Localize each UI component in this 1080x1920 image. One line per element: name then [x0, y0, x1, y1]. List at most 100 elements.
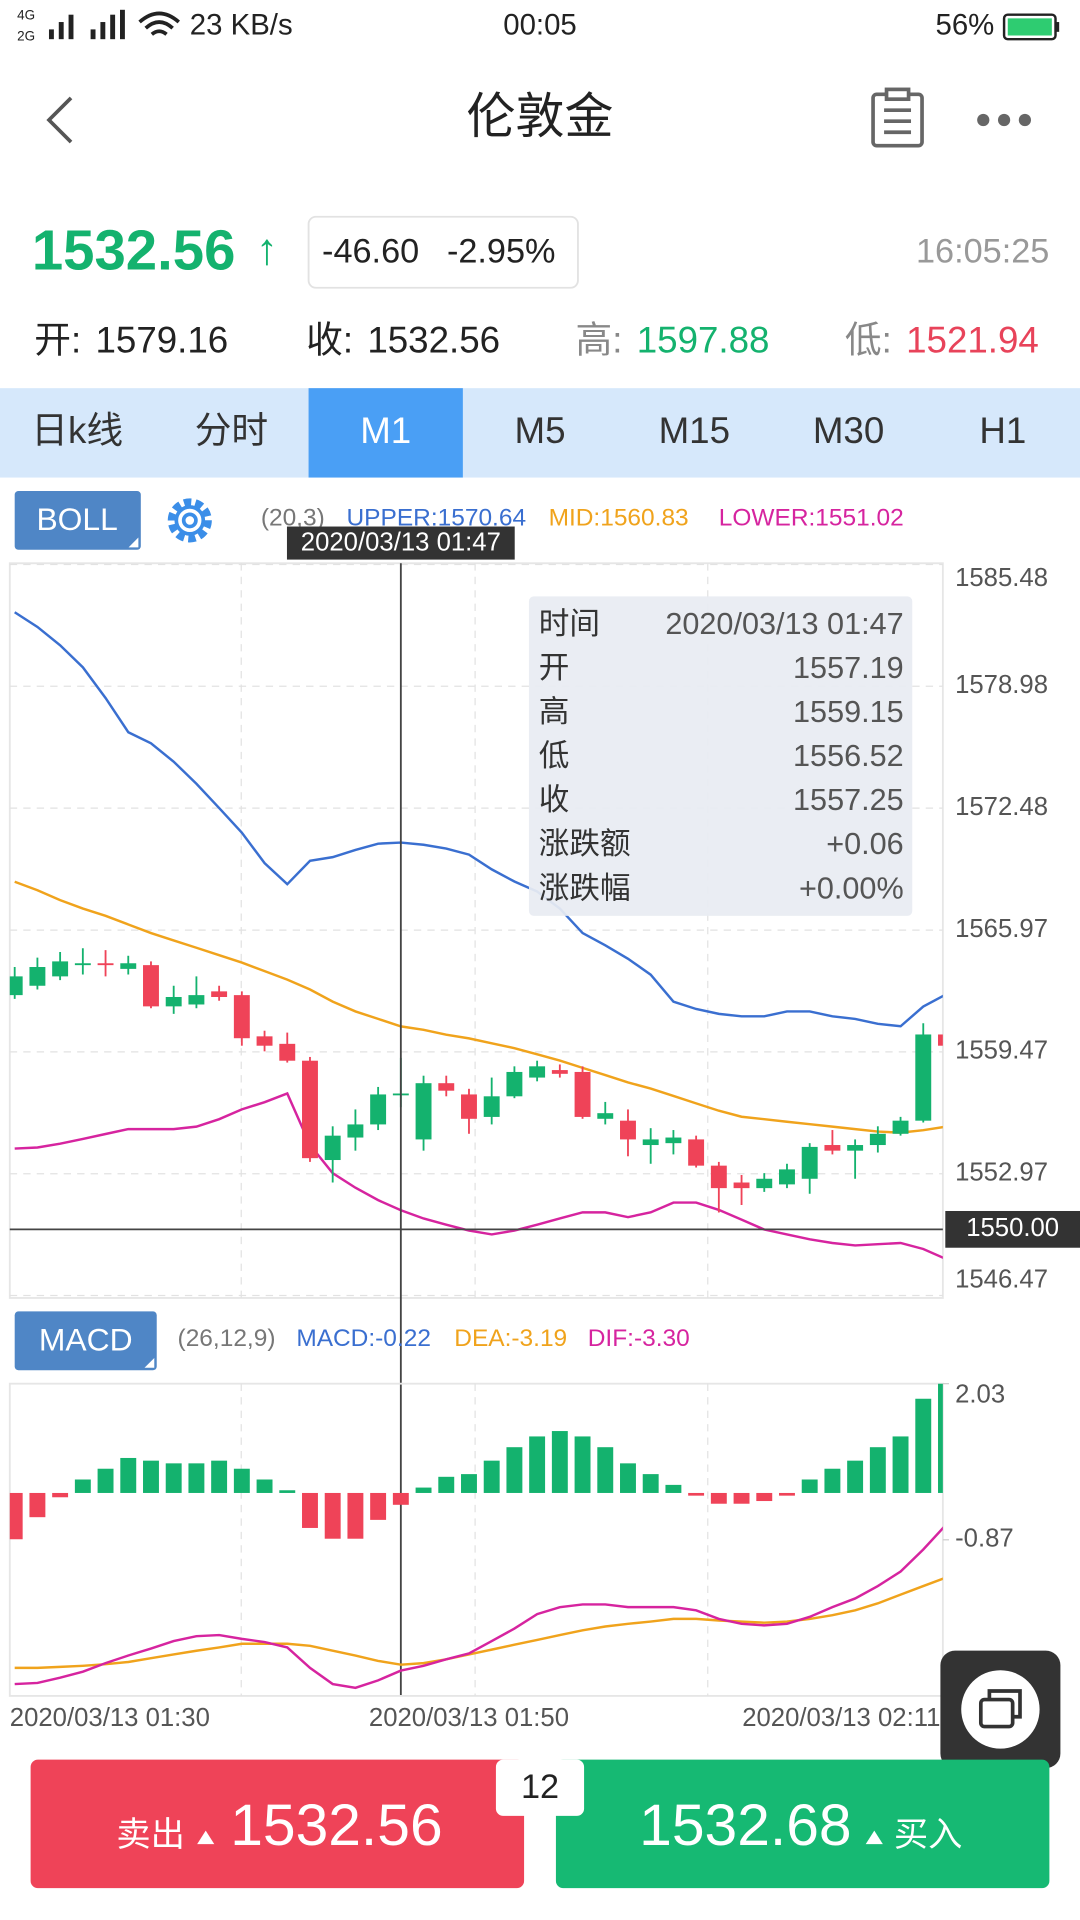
candle-body — [302, 1060, 318, 1159]
candle-body — [847, 1145, 864, 1151]
macd-line — [14, 1526, 943, 1690]
tab[interactable]: M1 — [360, 410, 411, 451]
stat-value: 1579.16 — [96, 320, 229, 361]
tab[interactable]: M5 — [514, 410, 565, 451]
tab[interactable]: H1 — [979, 410, 1026, 451]
tab[interactable]: 日k线 — [31, 410, 123, 451]
macd-name: MACD — [39, 1321, 133, 1357]
macd-line — [14, 1577, 943, 1670]
candle-body — [892, 1120, 909, 1134]
buy-triangle — [865, 1830, 883, 1845]
spread-box — [495, 1759, 585, 1816]
back-button[interactable] — [46, 96, 73, 144]
macd-bar — [52, 1492, 69, 1498]
y-tick-label: 1578.98 — [955, 671, 1048, 699]
macd-bar — [97, 1468, 114, 1493]
candle-body — [801, 1146, 818, 1179]
macd-bar — [574, 1436, 591, 1493]
note-button[interactable] — [871, 87, 924, 148]
network: 4G — [17, 7, 35, 22]
tooltip-label: 收 — [539, 783, 570, 817]
tooltip-label: 高 — [539, 695, 570, 729]
candle-body — [9, 976, 23, 996]
y-tick-label: 1565.97 — [955, 915, 1048, 943]
macd-bar — [710, 1492, 727, 1504]
macd-bar — [688, 1492, 705, 1496]
candle-body — [233, 995, 250, 1039]
macd-bar — [938, 1383, 943, 1493]
page-title: 伦敦金 — [467, 90, 614, 144]
buy-button[interactable] — [555, 1759, 1050, 1889]
macd-button[interactable] — [14, 1311, 157, 1371]
stats-row: 开: 1579.16 收: 1532.56 高: 1597.88 低: 1521.94 — [34, 320, 1039, 361]
candle-body — [733, 1182, 750, 1189]
tab[interactable]: M15 — [659, 410, 730, 451]
macd-bar — [869, 1447, 886, 1493]
macd-bar — [256, 1479, 273, 1493]
candle-body — [529, 1066, 546, 1078]
candle-body — [165, 996, 182, 1007]
candle-body — [370, 1094, 387, 1125]
macd-bar — [279, 1490, 296, 1493]
candle-body — [869, 1133, 886, 1146]
price-change-pct: -2.95% — [447, 233, 556, 271]
macd-bar — [233, 1468, 250, 1493]
tooltip-value: 1557.19 — [793, 651, 904, 685]
macd-bar — [847, 1460, 864, 1493]
candle-body — [597, 1113, 614, 1119]
candle-body — [279, 1043, 296, 1061]
candle-body — [506, 1071, 523, 1097]
sell-price: 1532.56 — [230, 1793, 442, 1858]
last-price: 1532.56 — [32, 219, 236, 282]
candle-body — [551, 1070, 568, 1074]
tooltip-value: 1557.25 — [793, 783, 904, 817]
price-arrow: ↑ — [256, 225, 278, 274]
macd-bar — [324, 1492, 341, 1539]
change-box — [307, 215, 579, 289]
plot — [9, 1383, 943, 1690]
settings-button[interactable] — [167, 498, 212, 543]
macd-bar — [665, 1484, 682, 1493]
tooltip-label: 低 — [539, 739, 570, 773]
sell-triangle — [197, 1830, 215, 1845]
macd-bar — [9, 1492, 23, 1540]
indicator-name: BOLL — [36, 501, 117, 537]
macd-bar — [597, 1447, 614, 1493]
macd-bar — [120, 1457, 137, 1493]
crosshair-y-box — [945, 1210, 1080, 1248]
candle-body — [665, 1137, 682, 1144]
macd-bar — [302, 1492, 318, 1528]
macd-bar — [642, 1474, 659, 1493]
candle-body — [415, 1083, 432, 1140]
tooltip-value: +0.00% — [799, 871, 904, 905]
macd-bar — [779, 1492, 795, 1496]
sell-button[interactable] — [30, 1759, 525, 1889]
macd-bar — [483, 1460, 500, 1493]
tooltip-value: 1556.52 — [793, 739, 904, 773]
indicator-button[interactable] — [14, 491, 141, 550]
candle-body — [688, 1139, 705, 1166]
candle-body — [347, 1124, 364, 1138]
candle-body — [915, 1034, 932, 1121]
stat-label: 收: — [306, 320, 353, 361]
tooltip-label: 涨跌额 — [539, 827, 631, 861]
legend-entry: DEA:-3.19 — [454, 1325, 567, 1352]
quote-time: 16:05:25 — [916, 233, 1049, 271]
float-button[interactable] — [940, 1650, 1061, 1769]
macd-bar — [461, 1474, 477, 1493]
candle-body — [620, 1120, 636, 1140]
macd-bar — [165, 1463, 182, 1493]
candle-body — [324, 1135, 341, 1161]
clock: 00:05 — [503, 9, 577, 42]
tooltip-value: +0.06 — [826, 827, 903, 861]
tab[interactable]: M30 — [813, 410, 884, 451]
macd-button-corner — [144, 1357, 155, 1368]
battery-fill — [1007, 18, 1052, 36]
macd-bar — [529, 1436, 546, 1493]
y-tick-label: -0.87 — [955, 1525, 1014, 1553]
price-chart: 1585.48 1578.98 1572.48 1565.97 1559.47 1552.… — [8, 526, 1080, 1696]
more-button[interactable] — [977, 113, 1032, 127]
tab[interactable]: 分时 — [195, 410, 268, 451]
tooltip-value: 2020/03/13 01:47 — [665, 607, 903, 641]
macd-bar — [74, 1479, 91, 1493]
